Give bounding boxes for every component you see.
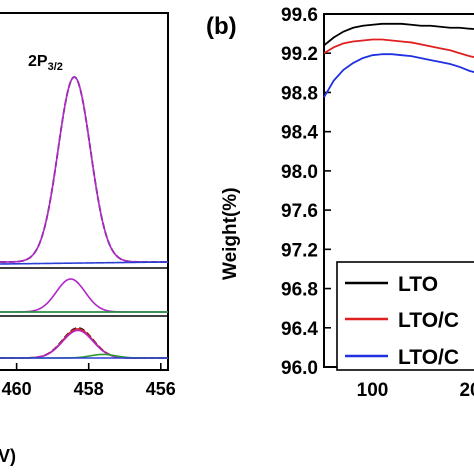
panel-b-label: (b) (206, 13, 237, 40)
panel-a: 2P3/2 460 458 456 V) (0, 12, 176, 466)
panel-a-top-series-1 (0, 76, 168, 263)
panel-b-y-tick-label: 98.4 (281, 123, 318, 144)
panel-a-x-axis-label: V) (0, 446, 16, 466)
panel-b-curves (323, 22, 474, 98)
panel-b-series-line-1 (323, 38, 474, 59)
panel-b-y-tick-label: 96.4 (281, 319, 318, 340)
panel-b-y-tick-label: 98.8 (281, 83, 318, 104)
panel-a-x-tick-label: 456 (146, 379, 176, 399)
panel-b-y-tick-label: 97.2 (281, 240, 318, 261)
panel-b-y-tick-label: 96.0 (281, 358, 318, 379)
panel-a-x-tick-label: 458 (74, 379, 104, 399)
panel-b-y-axis-label: Weight(%) (220, 187, 241, 280)
panel-b: (b) 99.6 99.2 98.8 98.4 98.0 97.6 97.2 96.8 96.4… (206, 5, 474, 401)
panel-b-x-tick-label: 100 (357, 380, 389, 401)
panel-b-series-line-0 (323, 22, 474, 47)
panel-a-frame (0, 12, 169, 371)
panel-a-middle-series-0 (0, 278, 168, 313)
legend-box (336, 261, 474, 371)
panel-b-y-tick-label: 98.0 (281, 162, 318, 183)
panel-b-legend: LTO LTO/C LTO/C (336, 261, 474, 371)
panel-a-curves (0, 76, 169, 359)
panel-a-peak-label: 2P3/2 (28, 53, 63, 73)
panel-a-x-tick-label: 460 (2, 379, 32, 399)
legend-label-2: LTO/C (398, 346, 459, 369)
panel-a-top-series-2 (0, 261, 169, 265)
panel-b-y-tick-label: 96.8 (281, 280, 318, 301)
legend-label-1: LTO/C (398, 309, 459, 332)
panel-a-x-ticks: 460 458 456 (2, 363, 176, 399)
panel-a-bottom-series-2 (0, 329, 168, 359)
panel-b-y-tick-label: 99.2 (281, 44, 318, 65)
panel-b-y-tick-label: 99.6 (281, 5, 318, 26)
panel-b-y-tick-label: 97.6 (281, 201, 318, 222)
panel-b-x-tick-label: 20 (459, 380, 474, 401)
legend-label-0: LTO (398, 273, 438, 296)
panel-b-series-line-2 (323, 53, 474, 98)
